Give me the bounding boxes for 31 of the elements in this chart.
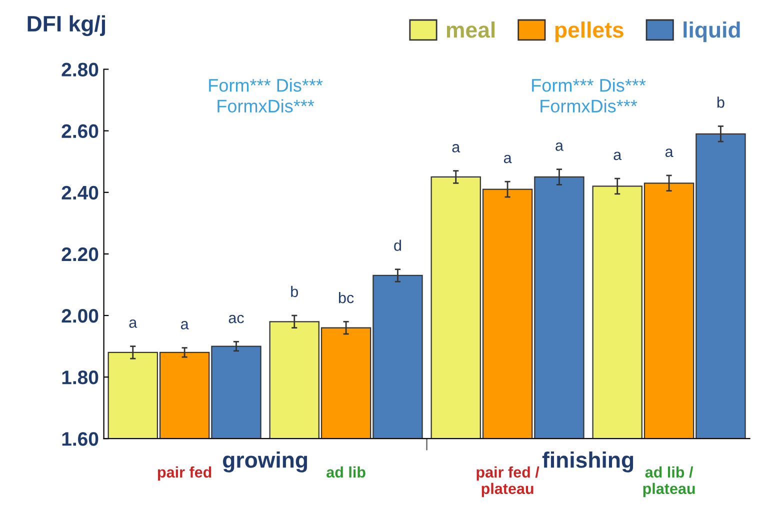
y-tick-label: 2.80 [62, 62, 98, 76]
text: finishing [542, 452, 634, 472]
y-tick-label: 2.20 [62, 247, 98, 262]
annotation: Form*** Dis*** FormxDis*** [532, 78, 646, 113]
x-tick-label: pair fed / plateau [476, 466, 540, 498]
x-tick-label: ad lib / plateau [643, 466, 695, 498]
chart-title: DFI kg/j [28, 15, 105, 36]
legend-label: liquid [684, 21, 740, 42]
data-label: d [394, 240, 401, 251]
text: growing [223, 452, 308, 472]
data-label: a [665, 148, 674, 158]
y-tick-label: 2.40 [62, 186, 98, 200]
data-label: b [717, 96, 724, 108]
legend-label: meal [446, 21, 495, 38]
data-label: a [504, 154, 512, 164]
data-label: bc [338, 292, 354, 304]
y-tick-label: 1.60 [62, 432, 98, 446]
y-tick-label: 1.80 [62, 370, 98, 384]
data-label: a [614, 152, 622, 160]
data-label: b [291, 286, 298, 298]
data-label: a [180, 321, 189, 330]
x-tick-label: ad lib [326, 466, 366, 478]
y-tick-label: 2.60 [62, 124, 98, 138]
data-label: a [129, 319, 138, 328]
legend-label: pellets [555, 21, 624, 42]
annotation: Form*** Dis*** FormxDis*** [209, 78, 323, 113]
data-label: a [556, 142, 564, 151]
y-tick-label: 2.00 [62, 308, 98, 323]
x-tick-label: pair fed [158, 466, 212, 481]
data-label: ac [228, 314, 244, 324]
data-label: a [452, 144, 460, 152]
